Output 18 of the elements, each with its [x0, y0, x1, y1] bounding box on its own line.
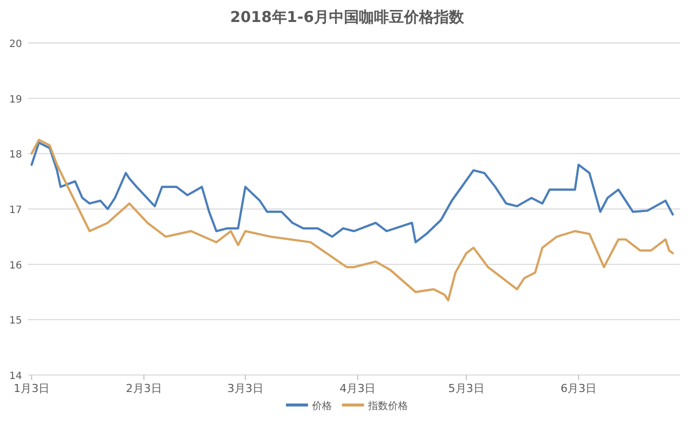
- x-tick-label: 4月3日: [340, 382, 376, 395]
- line-series: [30, 138, 674, 302]
- y-tick-label: 14: [9, 371, 22, 382]
- x-tick-label: 5月3日: [448, 382, 484, 395]
- x-tick-label: 2月3日: [126, 382, 162, 395]
- y-tick-label: 18: [9, 150, 22, 161]
- legend-label: 指数价格: [367, 400, 408, 412]
- y-tick-label: 16: [9, 260, 22, 272]
- legend-label: 价格: [311, 400, 332, 412]
- y-tick-label: 15: [9, 316, 22, 327]
- y-tick-label: 20: [9, 39, 22, 50]
- y-tick-label: 17: [9, 205, 22, 216]
- x-tick-label: 3月3日: [227, 382, 264, 395]
- x-tick-label: 6月3日: [560, 382, 597, 395]
- chart-title: 2018年1-6月中国咖啡豆价格指数: [230, 8, 465, 26]
- line-series: [30, 142, 674, 244]
- x-tick-label: 1月3日: [14, 382, 50, 395]
- y-tick-label: 19: [9, 94, 22, 106]
